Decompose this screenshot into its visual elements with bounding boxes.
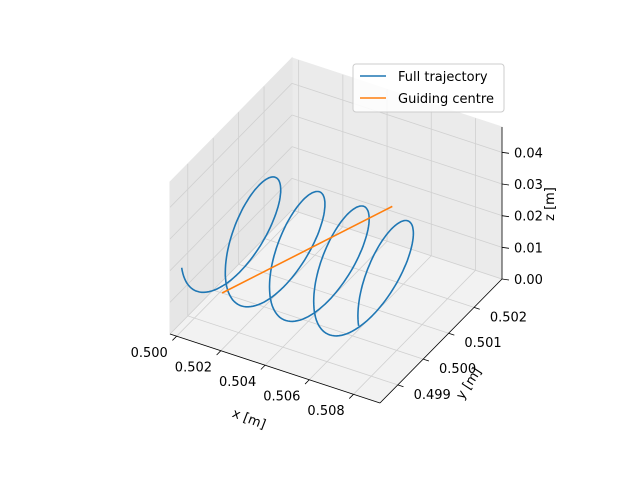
x-tick: [348, 394, 354, 399]
x-tick: [304, 379, 310, 385]
x-tick-label: 0.500: [131, 346, 168, 361]
z-tick: [501, 151, 510, 154]
y-tick-label: 0.499: [414, 388, 451, 403]
x-tick-label: 0.508: [307, 404, 344, 419]
z-tick-label: 0.02: [514, 210, 543, 225]
grid-line-z-side: [169, 146, 293, 271]
z-tick-label: 0.01: [514, 241, 543, 256]
y-axis-line: [379, 278, 503, 404]
x-tick-label: 0.502: [175, 360, 212, 375]
x-tick-label: 0.504: [219, 375, 256, 390]
grid-line-y-floor: [263, 238, 475, 308]
grid-line-z-side: [169, 209, 293, 335]
legend-frame: [352, 63, 505, 113]
x-axis-line: [169, 333, 381, 404]
y-tick: [448, 332, 455, 336]
y-tick: [423, 358, 430, 362]
legend-label-full-trajectory: Full trajectory: [398, 70, 488, 85]
y-tick: [473, 307, 480, 310]
x-tick: [172, 335, 177, 341]
x-axis-label: x [m]: [230, 406, 268, 432]
z-tick-label: 0.00: [514, 273, 543, 288]
grid-line-z-back: [291, 209, 503, 280]
z-tick-label: 0.04: [514, 146, 543, 161]
x-tick: [260, 364, 266, 370]
legend-label-guiding-centre: Guiding centre: [398, 92, 494, 107]
grid-line-z-side: [169, 83, 293, 208]
grid-line-z-side: [169, 178, 293, 303]
axes-ticks: 0.500 0.502 0.504 0.506 0.508 0.499 0.500 0.501…: [131, 146, 543, 419]
grid-line-y-floor: [238, 263, 449, 334]
grid-line-z-back: [291, 82, 503, 153]
x-tick: [216, 350, 222, 356]
legend: Full trajectory Guiding centre: [352, 63, 505, 113]
z-tick: [501, 183, 510, 186]
grid-line-y-floor: [187, 315, 398, 386]
z-tick: [501, 278, 510, 281]
series-line-0: [180, 176, 415, 337]
y-tick-label: 0.501: [464, 336, 501, 351]
z-axis-label: z [m]: [543, 187, 558, 221]
z-tick: [501, 246, 510, 249]
z-tick-label: 0.03: [514, 178, 543, 193]
y-tick-label: 0.500: [439, 362, 476, 377]
z-tick: [501, 215, 510, 218]
grid-line-z-side: [169, 114, 293, 240]
grid-line-z-back: [291, 146, 503, 217]
x-tick-label: 0.506: [263, 389, 300, 404]
grid-line-x-floor: [353, 270, 476, 395]
series-line-1: [221, 205, 393, 294]
y-tick-label: 0.502: [490, 310, 527, 325]
grid-line-z-back: [291, 114, 503, 185]
plot-series: [180, 176, 415, 337]
grid-line-z-back: [291, 177, 503, 248]
y-tick: [397, 384, 404, 388]
